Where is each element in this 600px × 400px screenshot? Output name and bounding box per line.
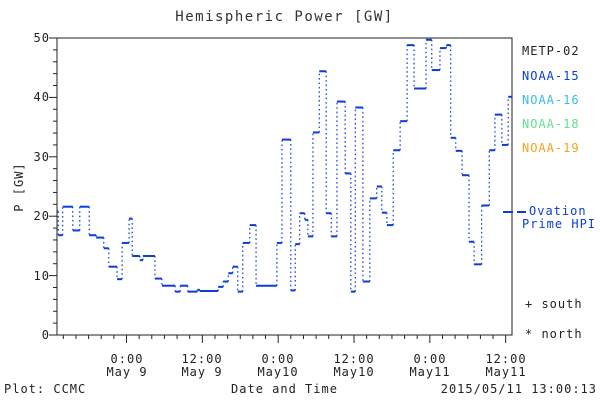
legend-item-noaa15: NOAA-15 (522, 69, 580, 83)
legend-item-noaa16: NOAA-16 (522, 93, 580, 107)
x-tick-date: May11 (409, 365, 451, 379)
y-tick-label: 50 (33, 31, 50, 45)
chart-title: Hemispheric Power [GW] (175, 9, 394, 25)
legend-ovation-line2: Prime HPI (522, 217, 597, 231)
y-tick-label: 0 (41, 328, 50, 342)
legend-south-marker: + south (525, 297, 583, 311)
x-tick-time: 12:00 (485, 352, 527, 366)
legend-ovation-line1: Ovation (529, 204, 587, 218)
x-tick-time: 0:00 (413, 352, 447, 366)
y-tick-label: 10 (33, 269, 50, 283)
x-tick-date: May10 (333, 365, 375, 379)
y-tick-label: 20 (33, 209, 50, 223)
x-axis-title: Date and Time (231, 382, 338, 396)
plot-border (56, 37, 513, 336)
legend-item-noaa19: NOAA-19 (522, 141, 580, 155)
plot-credit: Plot: CCMC (4, 382, 87, 396)
legend-item-metp02: METP-02 (522, 44, 580, 58)
x-tick-time: 12:00 (333, 352, 375, 366)
x-tick-date: May 9 (181, 365, 223, 379)
x-tick-time: 12:00 (181, 352, 223, 366)
x-tick-time: 0:00 (261, 352, 295, 366)
x-tick-time: 0:00 (110, 352, 144, 366)
x-tick-date: May11 (485, 365, 527, 379)
y-tick-label: 30 (33, 150, 50, 164)
x-tick-date: May10 (257, 365, 299, 379)
y-axis-title: P [GW] (12, 162, 26, 212)
y-tick-label: 40 (33, 90, 50, 104)
plot-timestamp: 2015/05/11 13:00:13 (440, 382, 597, 396)
legend-north-marker: * north (525, 327, 583, 341)
x-tick-date: May 9 (106, 365, 148, 379)
legend-item-noaa18: NOAA-18 (522, 117, 580, 131)
